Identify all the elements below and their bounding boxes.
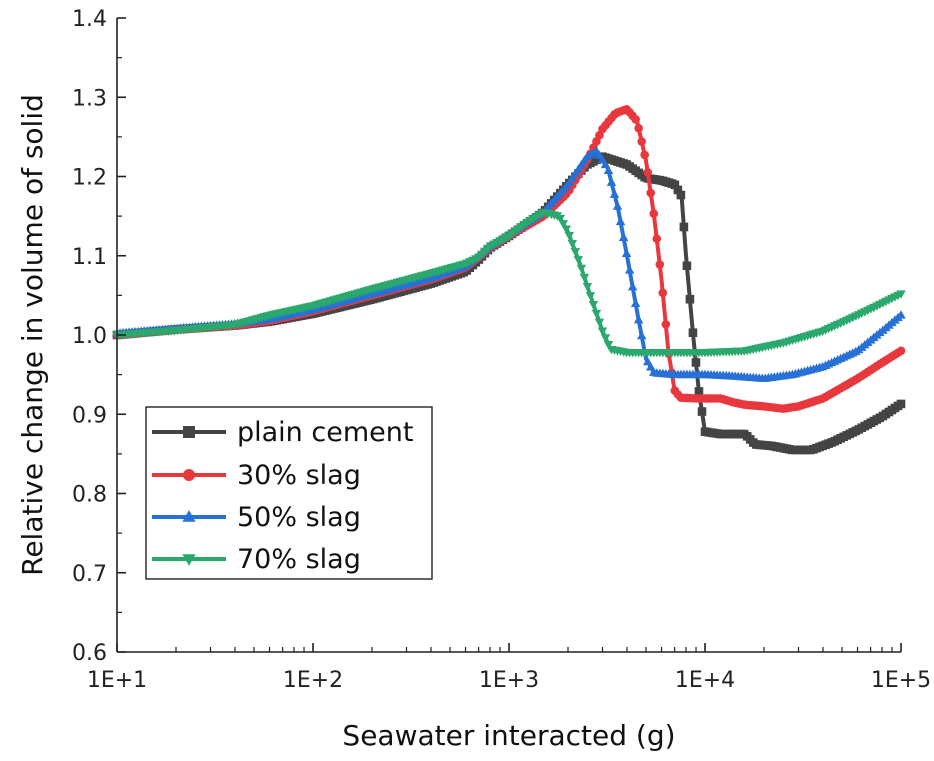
data-point <box>579 273 590 283</box>
x-tick-label: 1E+5 <box>871 668 931 693</box>
legend-item: 50% slag <box>152 502 361 533</box>
series-layer <box>112 104 906 455</box>
x-tick-label: 1E+4 <box>675 668 735 693</box>
series-30-slag <box>112 104 906 413</box>
data-point <box>603 341 614 350</box>
data-point <box>676 190 686 200</box>
data-point <box>567 173 578 182</box>
data-point <box>627 281 638 291</box>
data-point <box>640 150 649 160</box>
legend-label: 70% slag <box>237 544 361 575</box>
legend-marker-icon <box>182 510 196 522</box>
legend-marker-icon <box>183 469 195 481</box>
data-point <box>582 283 593 292</box>
data-point <box>597 327 608 336</box>
y-tick-label: 1.4 <box>72 7 107 32</box>
y-tick-label: 0.8 <box>72 483 107 508</box>
data-point <box>567 240 578 249</box>
data-point <box>564 177 575 186</box>
data-point <box>637 137 646 146</box>
data-point <box>633 314 644 324</box>
data-point <box>896 399 906 409</box>
series-line <box>116 107 903 411</box>
x-tick-label: 1E+1 <box>87 668 147 693</box>
y-axis-title: Relative change in volume of solid <box>16 94 49 576</box>
data-point <box>691 358 701 367</box>
legend: plain cement 30% slag 50% slag 70% slag <box>145 406 433 580</box>
series-50-slag <box>112 146 906 382</box>
data-point <box>600 159 611 169</box>
data-point <box>585 292 596 301</box>
legend-label: 50% slag <box>237 502 361 533</box>
x-axis-title: Seawater interacted (g) <box>342 719 675 752</box>
data-point <box>576 264 587 274</box>
legend-label: 30% slag <box>237 460 361 491</box>
y-tick-label: 1.0 <box>72 324 107 349</box>
data-point <box>670 180 680 190</box>
y-tick-label: 1.1 <box>72 245 107 270</box>
y-tick-label: 0.9 <box>72 403 107 428</box>
y-tick-label: 0.7 <box>72 562 107 587</box>
data-point <box>631 115 640 124</box>
data-point <box>652 234 662 244</box>
data-point <box>624 265 635 274</box>
data-point <box>655 260 665 269</box>
data-point <box>573 256 584 265</box>
data-point <box>612 201 623 210</box>
data-point <box>658 288 668 298</box>
y-tick-label: 1.2 <box>72 166 107 191</box>
data-point <box>685 294 695 304</box>
data-point <box>896 346 906 356</box>
legend-item: 30% slag <box>152 460 361 491</box>
legend-marker-icon <box>182 554 196 566</box>
data-point <box>630 298 641 308</box>
data-point <box>673 185 683 195</box>
data-point <box>896 290 906 299</box>
data-point <box>594 318 605 328</box>
data-point <box>679 222 689 232</box>
data-point <box>618 232 629 242</box>
data-point <box>588 300 599 310</box>
legend-label: plain cement <box>237 417 413 448</box>
data-point <box>646 188 656 198</box>
data-point <box>606 177 617 186</box>
y-tick-label: 1.3 <box>72 86 107 111</box>
data-point <box>694 387 704 396</box>
series-70-slag <box>112 209 906 358</box>
data-point <box>561 225 572 234</box>
data-point <box>642 356 653 366</box>
data-point <box>576 159 587 169</box>
data-point <box>603 165 614 174</box>
data-point <box>649 209 659 218</box>
data-point <box>621 248 632 258</box>
legend-item: 70% slag <box>152 544 361 575</box>
data-point <box>570 248 581 257</box>
tick-layer: 1E+1 1E+2 1E+3 1E+4 1E+5 0.6 0.7 0.8 0.9 1.0 1.1 1.… <box>72 7 931 693</box>
y-tick-label: 0.6 <box>72 641 107 666</box>
data-point <box>697 407 707 416</box>
data-point <box>661 320 671 329</box>
data-point <box>570 168 581 178</box>
data-point <box>645 362 656 371</box>
x-tick-label: 1E+2 <box>283 668 343 693</box>
data-point <box>609 189 620 198</box>
legend-item: plain cement <box>152 417 413 448</box>
legend-marker-icon <box>183 426 195 438</box>
data-point <box>634 123 643 133</box>
data-point <box>591 309 602 319</box>
data-point <box>600 334 611 343</box>
data-point <box>643 168 653 177</box>
data-point <box>573 164 584 173</box>
data-point <box>896 310 906 319</box>
data-point <box>636 330 647 340</box>
data-point <box>615 216 626 226</box>
data-point <box>555 214 565 224</box>
x-tick-label: 1E+3 <box>479 668 539 693</box>
data-point <box>558 220 569 229</box>
data-point <box>682 261 692 271</box>
data-point <box>564 232 575 241</box>
data-point <box>688 328 698 337</box>
